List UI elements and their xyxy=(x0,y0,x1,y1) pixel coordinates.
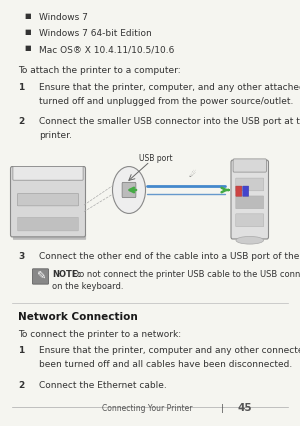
FancyBboxPatch shape xyxy=(236,186,242,196)
Text: Connect the Ethernet cable.: Connect the Ethernet cable. xyxy=(39,381,167,390)
Text: To connect the printer to a network:: To connect the printer to a network: xyxy=(18,330,181,339)
Text: been turned off and all cables have been disconnected.: been turned off and all cables have been… xyxy=(39,360,292,369)
FancyBboxPatch shape xyxy=(13,167,83,180)
Text: NOTE:: NOTE: xyxy=(52,270,81,279)
FancyBboxPatch shape xyxy=(122,182,136,198)
Text: To attach the printer to a computer:: To attach the printer to a computer: xyxy=(18,66,181,75)
Text: ■: ■ xyxy=(24,13,31,19)
FancyBboxPatch shape xyxy=(13,234,86,240)
FancyBboxPatch shape xyxy=(243,186,249,196)
Text: Do not connect the printer USB cable to the USB connector available: Do not connect the printer USB cable to … xyxy=(70,270,300,279)
Text: |: | xyxy=(220,404,224,413)
Text: Ensure that the printer, computer, and any other attached devices are: Ensure that the printer, computer, and a… xyxy=(39,83,300,92)
FancyBboxPatch shape xyxy=(236,196,264,209)
Text: on the keyboard.: on the keyboard. xyxy=(52,282,124,291)
FancyBboxPatch shape xyxy=(233,159,266,172)
Text: ■: ■ xyxy=(24,45,31,51)
Text: 2: 2 xyxy=(18,117,24,126)
Text: 45: 45 xyxy=(237,403,252,413)
Text: ☄: ☄ xyxy=(188,170,196,179)
Text: 1: 1 xyxy=(18,346,24,355)
Text: ■: ■ xyxy=(24,29,31,35)
FancyBboxPatch shape xyxy=(236,178,264,191)
Text: 2: 2 xyxy=(18,381,24,390)
Text: 3: 3 xyxy=(18,252,24,261)
FancyBboxPatch shape xyxy=(17,193,79,206)
Text: USB port: USB port xyxy=(139,154,173,163)
Text: Windows 7: Windows 7 xyxy=(39,13,88,22)
Ellipse shape xyxy=(236,236,264,244)
FancyBboxPatch shape xyxy=(231,160,268,239)
Text: Windows 7 64-bit Edition: Windows 7 64-bit Edition xyxy=(39,29,152,38)
Text: 1: 1 xyxy=(18,83,24,92)
FancyBboxPatch shape xyxy=(18,217,78,231)
FancyBboxPatch shape xyxy=(32,269,49,284)
Text: Network Connection: Network Connection xyxy=(18,312,138,322)
Text: Connect the other end of the cable into a USB port of the computer.: Connect the other end of the cable into … xyxy=(39,252,300,261)
Text: ✎: ✎ xyxy=(36,271,45,282)
Text: Mac OS® X 10.4.11/10.5/10.6: Mac OS® X 10.4.11/10.5/10.6 xyxy=(39,45,174,54)
Text: Connect the smaller USB connector into the USB port at the back of the: Connect the smaller USB connector into t… xyxy=(39,117,300,126)
Text: Connecting Your Printer: Connecting Your Printer xyxy=(102,404,193,413)
Text: printer.: printer. xyxy=(39,131,72,140)
Circle shape xyxy=(112,167,146,213)
FancyBboxPatch shape xyxy=(11,167,85,237)
Text: turned off and unplugged from the power source/outlet.: turned off and unplugged from the power … xyxy=(39,97,293,106)
Text: Ensure that the printer, computer and any other connected devices have: Ensure that the printer, computer and an… xyxy=(39,346,300,355)
FancyBboxPatch shape xyxy=(236,214,264,227)
